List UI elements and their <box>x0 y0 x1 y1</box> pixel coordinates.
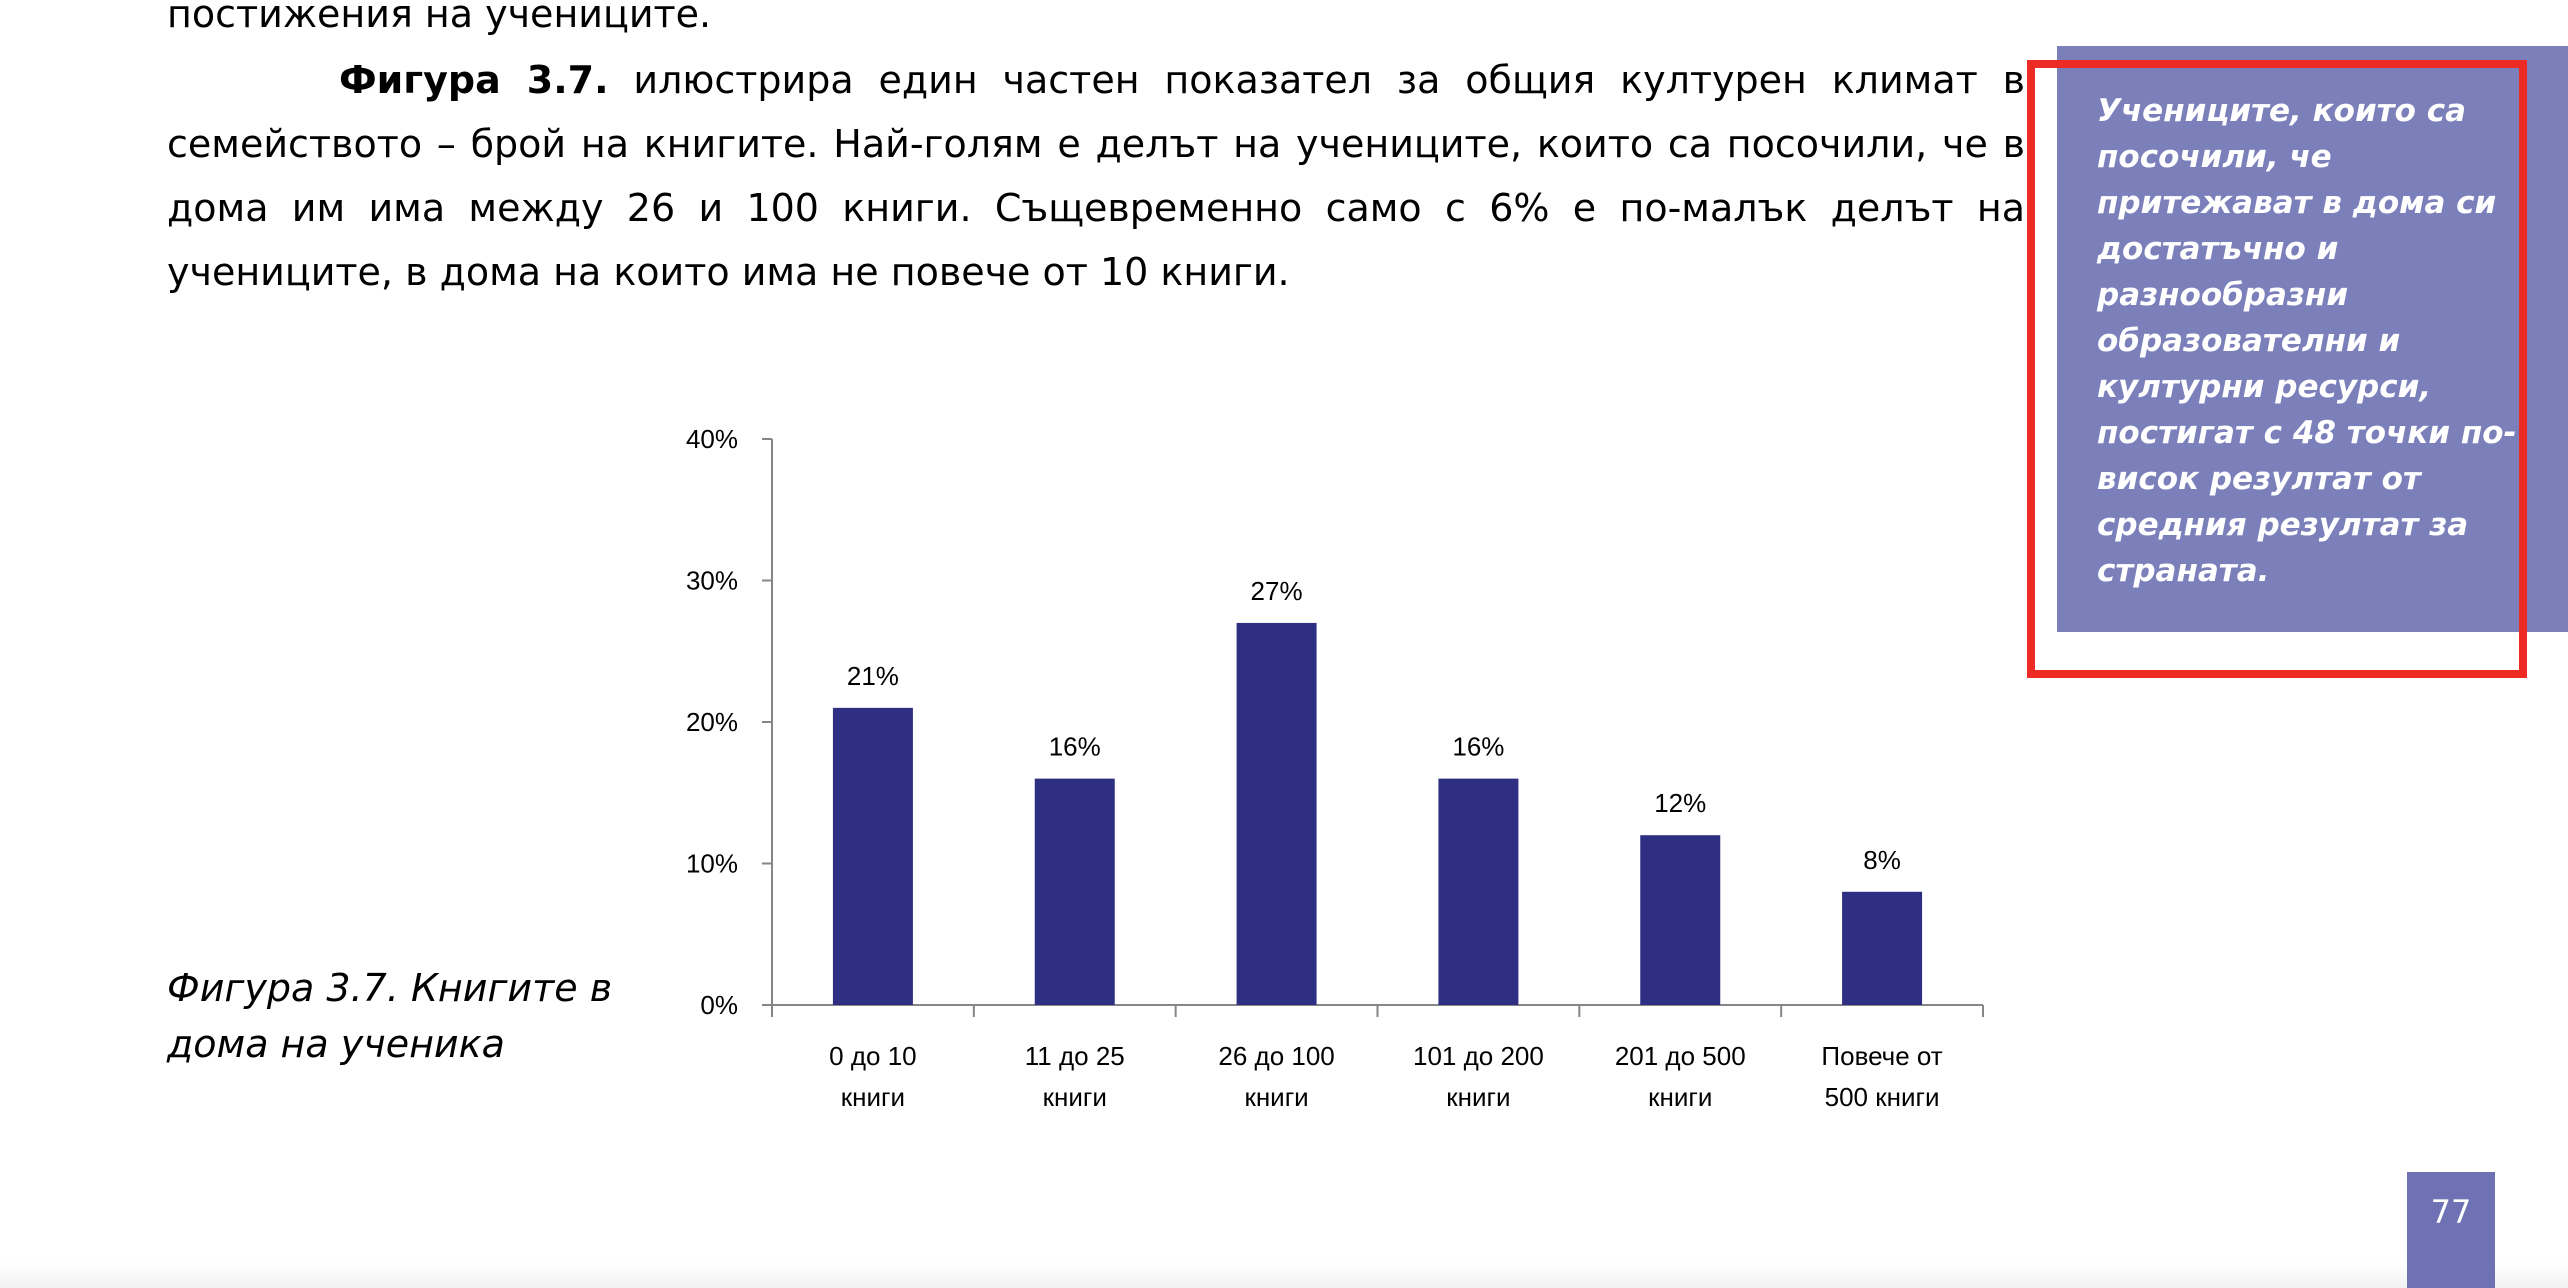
intro-line: постижения на учениците. <box>167 0 712 36</box>
data-label: 16% <box>1452 732 1504 762</box>
x-tick-label: книги <box>1648 1082 1712 1112</box>
highlight-frame <box>2027 60 2527 678</box>
y-tick-label: 10% <box>686 849 738 879</box>
x-tick-label: книги <box>841 1082 905 1112</box>
bar <box>1842 891 1923 1005</box>
bar <box>1034 778 1115 1005</box>
bar <box>1438 778 1519 1005</box>
data-label: 27% <box>1251 576 1303 606</box>
x-tick-label: 500 книги <box>1825 1082 1940 1112</box>
data-label: 16% <box>1049 732 1101 762</box>
x-tick-label: 26 до 100 <box>1218 1041 1334 1071</box>
sidebar-callout: Учениците, които са посочили, че притежа… <box>2057 46 2568 632</box>
figure-caption: Фигура 3.7. Книгите в дома на ученика <box>167 966 613 1066</box>
x-tick-label: книги <box>1043 1082 1107 1112</box>
bar <box>1640 835 1721 1005</box>
page-number-badge: 77 <box>2407 1172 2495 1288</box>
body-paragraph: Фигура 3.7. илюстрира един частен показа… <box>167 48 2025 304</box>
figure-reference: Фигура 3.7. <box>339 58 609 102</box>
data-label: 12% <box>1654 788 1706 818</box>
y-tick-label: 0% <box>700 990 738 1020</box>
data-label: 21% <box>847 661 899 691</box>
x-tick-label: 201 до 500 <box>1615 1041 1746 1071</box>
data-label: 8% <box>1863 845 1901 875</box>
x-tick-label: 11 до 25 <box>1025 1041 1125 1071</box>
paragraph-text: илюстрира един частен показател за общия… <box>167 58 2025 294</box>
x-tick-label: Повече от <box>1821 1041 1942 1071</box>
x-tick-label: книги <box>1244 1082 1308 1112</box>
page-number: 77 <box>2430 1193 2472 1231</box>
y-tick-label: 40% <box>686 424 738 454</box>
bar <box>1236 622 1317 1005</box>
sidebar-callout-text: Учениците, които са посочили, че притежа… <box>2097 93 2517 589</box>
x-tick-label: 101 до 200 <box>1413 1041 1544 1071</box>
bar <box>832 707 913 1005</box>
page-bottom-strip <box>0 1262 2568 1288</box>
x-tick-label: книги <box>1446 1082 1510 1112</box>
x-tick-label: 0 до 10 <box>829 1041 916 1071</box>
y-tick-label: 30% <box>686 566 738 596</box>
y-tick-label: 20% <box>686 707 738 737</box>
